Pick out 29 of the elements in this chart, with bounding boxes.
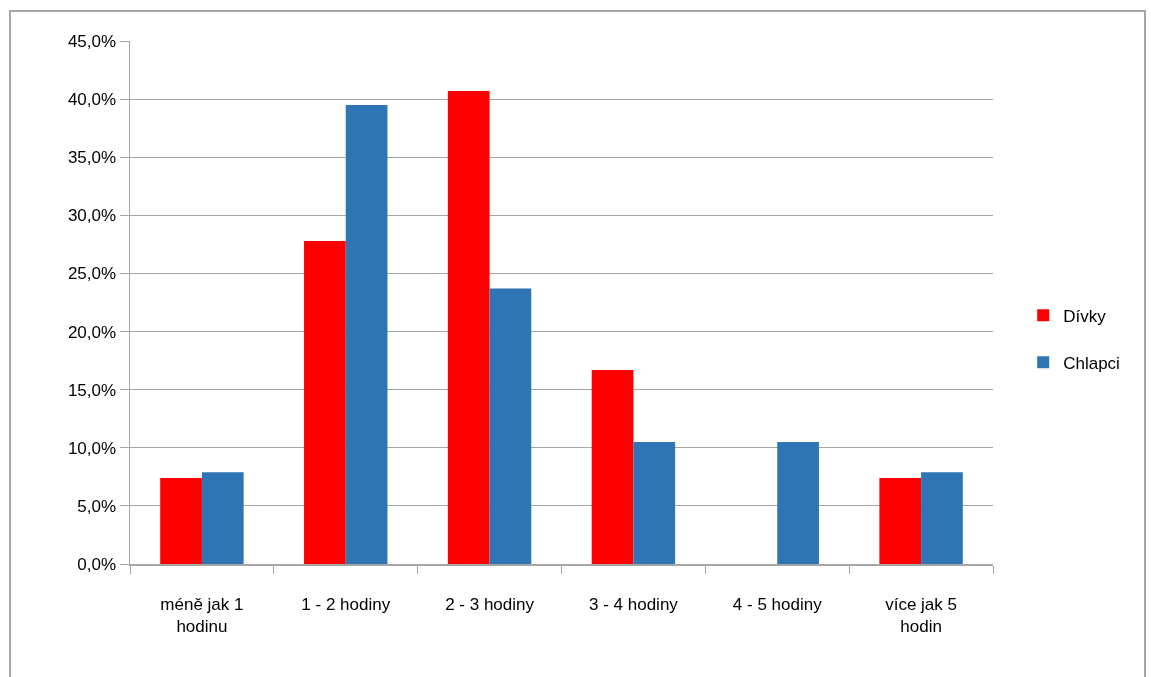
x-tick-label: 2 - 3 hodiny: [445, 594, 535, 614]
x-tick-label: méně jak 1 hodinu: [160, 594, 244, 636]
y-tick-label: 35,0%: [67, 148, 117, 168]
y-tick-label: 45,0%: [67, 31, 117, 51]
y-tick-label: 5,0%: [77, 496, 117, 516]
legend-label: Chlapci: [1063, 353, 1120, 373]
bar: [345, 104, 388, 564]
y-tick-label: 20,0%: [67, 322, 117, 342]
bar: [591, 369, 634, 564]
y-tick-label: 30,0%: [67, 206, 117, 226]
bar: [160, 478, 202, 564]
x-tick-label: 3 - 4 hodiny: [589, 594, 679, 614]
bar: [879, 478, 922, 564]
bar: [447, 90, 490, 564]
y-tick-label: 40,0%: [67, 90, 117, 110]
legend-label: Dívky: [1063, 306, 1107, 326]
x-tick-label: 4 - 5 hodiny: [732, 594, 823, 614]
bar: [777, 441, 819, 564]
y-tick-label: 25,0%: [67, 264, 117, 284]
bar: [633, 441, 676, 564]
x-tick-label: více jak 5 hodin: [885, 594, 957, 636]
y-tick-label: 15,0%: [67, 380, 117, 400]
bar: [489, 288, 532, 564]
y-tick-label: 0,0%: [77, 554, 117, 574]
y-tick-label: 10,0%: [67, 438, 117, 458]
bar: [921, 472, 963, 564]
x-tick-label: 1 - 2 hodiny: [301, 594, 391, 614]
bar: [201, 472, 244, 564]
bar: [304, 240, 346, 564]
